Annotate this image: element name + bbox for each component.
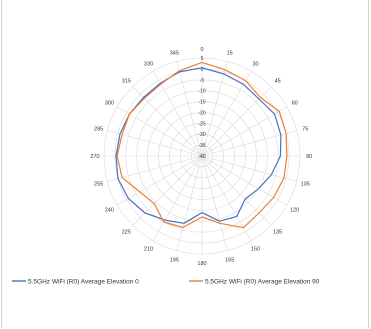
- angle-label: 285: [94, 126, 103, 132]
- grid-spoke: [201, 155, 252, 242]
- polar-chart: 5 0 -5 -10 -15 -20 -25 -30 -35 -40 0 15 30 45 60 75 90 1…: [12, 47, 320, 285]
- angle-label: 45: [275, 78, 281, 84]
- angle-label: 150: [251, 247, 260, 253]
- right-window-edge: [368, 0, 369, 328]
- series-lines: [115, 61, 288, 229]
- angle-label: 90: [306, 154, 312, 160]
- angle-label: 30: [252, 61, 258, 67]
- legend-label: 5.5GHz WiFi (R0) Average Elevation 90: [205, 278, 320, 285]
- grid-spoke: [176, 61, 203, 157]
- grid-spoke: [152, 70, 203, 157]
- radial-tick-label: -40: [198, 154, 205, 160]
- angle-label: 0: [200, 47, 203, 53]
- grid-spoke: [201, 155, 272, 226]
- angle-labels: 0 15 30 45 60 75 90 105 120 135 150 165 180 195 210 225…: [90, 47, 312, 267]
- angle-label: 255: [94, 182, 103, 188]
- radial-tick-label: -5: [200, 78, 205, 84]
- radial-tick-label: -25: [198, 121, 205, 127]
- radial-tick-label: -30: [198, 132, 205, 138]
- angle-label: 75: [302, 126, 308, 132]
- radial-tick-label: -10: [198, 89, 205, 95]
- grid-spoke: [201, 61, 228, 157]
- angle-label: 180: [197, 261, 206, 267]
- grid-spoke: [201, 86, 272, 157]
- grid-spoke: [201, 155, 288, 206]
- grid-spoke: [176, 155, 203, 251]
- grid-spoke: [107, 155, 203, 182]
- radial-tick-label: -15: [198, 100, 205, 106]
- grid-spoke: [152, 155, 203, 242]
- series-line-elevation-90: [116, 61, 288, 229]
- grid-spoke: [132, 155, 203, 226]
- grid-spoke: [107, 130, 203, 157]
- angle-label: 210: [144, 247, 153, 253]
- angle-label: 225: [122, 230, 131, 236]
- grid-spoke: [116, 106, 203, 157]
- angle-label: 135: [273, 230, 282, 236]
- angle-label: 15: [227, 51, 233, 57]
- angle-label: 240: [105, 208, 114, 214]
- angle-label: 120: [290, 208, 299, 214]
- radial-tick-label: -20: [198, 110, 205, 116]
- radial-tick-label: -35: [198, 143, 205, 149]
- grid-spoke: [201, 106, 288, 157]
- chart-frame: 5 0 -5 -10 -15 -20 -25 -30 -35 -40 0 15 30 45 60 75 90 1…: [6, 4, 367, 324]
- grid-spoke: [201, 155, 297, 182]
- radial-tick-label: 5: [201, 56, 204, 62]
- left-window-edge: [1, 0, 2, 328]
- legend: 5.5GHz WiFi (R0) Average Elevation 0 5.5G…: [12, 278, 320, 285]
- radial-tick-labels: 5 0 -5 -10 -15 -20 -25 -30 -35 -40: [198, 56, 205, 160]
- angle-label: 60: [292, 101, 298, 107]
- angle-label: 270: [90, 154, 99, 160]
- legend-label: 5.5GHz WiFi (R0) Average Elevation 0: [28, 278, 139, 285]
- angle-label: 105: [301, 182, 310, 188]
- grid-spoke: [201, 130, 297, 157]
- angle-label: 165: [225, 257, 234, 263]
- radial-tick-label: 0: [201, 67, 204, 73]
- grid-spoke: [201, 155, 228, 251]
- angle-label: 330: [144, 61, 153, 67]
- angle-label: 315: [122, 78, 131, 84]
- grid-spoke: [201, 70, 252, 157]
- polar-grid: [103, 57, 301, 255]
- angle-label: 195: [170, 257, 179, 263]
- angle-label: 300: [105, 101, 114, 107]
- grid-spoke: [116, 155, 203, 206]
- angle-label: 345: [170, 51, 179, 57]
